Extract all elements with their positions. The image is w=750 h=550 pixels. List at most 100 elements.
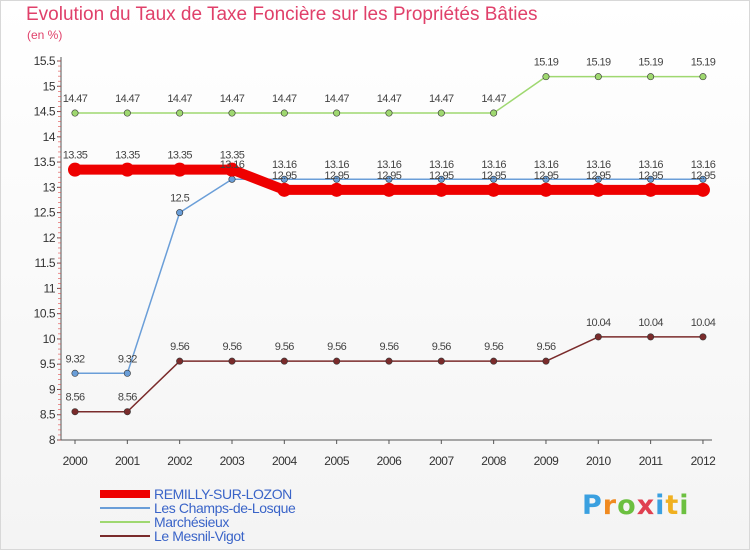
data-label: 14.47 <box>481 93 506 105</box>
data-label: 9.56 <box>275 341 294 353</box>
y-tick-label: 11.5 <box>35 256 56 270</box>
x-tick-label: 2005 <box>324 454 350 468</box>
data-point <box>490 357 498 365</box>
x-tick-label: 2000 <box>63 454 89 468</box>
y-tick-label: 9.5 <box>40 357 56 371</box>
data-label: 14.47 <box>167 93 192 105</box>
legend-entry: Le Mesnil-Vigot <box>154 528 245 544</box>
x-tick-label: 2009 <box>534 454 560 468</box>
data-point <box>594 73 602 81</box>
data-point <box>594 333 602 341</box>
data-label: 12.95 <box>586 170 611 182</box>
legend-entry: Marchésieux <box>154 514 229 530</box>
y-tick-label: 10.5 <box>34 307 56 321</box>
data-point <box>490 175 498 183</box>
y-tick-label: 14.5 <box>34 105 56 119</box>
data-point <box>381 182 396 197</box>
y-axis-unit-label: (en %) <box>27 28 63 42</box>
data-label: 12.95 <box>481 170 506 182</box>
data-point <box>542 357 550 365</box>
x-tick-label: 2008 <box>481 454 507 468</box>
data-point <box>699 175 707 183</box>
data-point <box>280 175 288 183</box>
data-point <box>699 333 707 341</box>
chart-title: Evolution du Taux de Taxe Foncière sur l… <box>26 4 538 25</box>
y-tick-label: 15 <box>43 79 56 93</box>
data-label: 15.19 <box>586 57 611 69</box>
data-label: 9.32 <box>65 353 84 365</box>
data-label: 8.56 <box>118 392 137 404</box>
logo-letter: r <box>602 490 618 521</box>
data-point <box>176 109 184 117</box>
data-point <box>434 182 449 197</box>
data-point <box>647 73 655 81</box>
y-tick-label: 11 <box>44 281 56 295</box>
data-point <box>490 109 498 117</box>
data-point <box>228 109 236 117</box>
logo-letter: t <box>665 490 680 521</box>
data-label: 13.16 <box>534 159 559 171</box>
y-tick-label: 14 <box>43 130 56 144</box>
data-label: 12.5 <box>170 193 189 205</box>
data-label: 12.95 <box>272 170 297 182</box>
data-point <box>176 357 184 365</box>
data-point <box>176 209 184 217</box>
y-tick-label: 8 <box>49 433 56 447</box>
data-point <box>277 182 292 197</box>
x-tick-label: 2002 <box>167 454 193 468</box>
logo-letter: o <box>617 490 637 521</box>
data-point <box>591 182 606 197</box>
data-label: 13.16 <box>220 159 245 171</box>
data-label: 14.47 <box>63 93 88 105</box>
data-label: 12.95 <box>429 170 454 182</box>
data-label: 9.56 <box>432 341 451 353</box>
x-tick-label: 2010 <box>586 454 612 468</box>
data-label: 14.47 <box>429 93 454 105</box>
data-point <box>123 369 131 377</box>
x-tick-label: 2003 <box>220 454 246 468</box>
data-label: 9.56 <box>379 341 398 353</box>
data-point <box>120 162 135 177</box>
data-point <box>68 162 82 177</box>
data-label: 13.16 <box>377 159 402 171</box>
x-tick-label: 2006 <box>377 454 403 468</box>
data-label: 13.35 <box>220 150 245 162</box>
data-point <box>123 109 131 117</box>
y-tick-label: 8.5 <box>40 408 56 422</box>
data-label: 9.56 <box>170 341 189 353</box>
data-point <box>385 109 393 117</box>
data-label: 12.95 <box>638 170 663 182</box>
data-label: 15.19 <box>691 57 716 69</box>
data-point <box>699 73 707 81</box>
data-point <box>71 109 79 117</box>
x-tick-label: 2004 <box>272 454 298 468</box>
data-point <box>647 333 655 341</box>
x-tick-label: 2001 <box>115 454 141 468</box>
logo-letter: x <box>636 490 656 521</box>
logo-letter: P <box>582 490 603 521</box>
y-tick-label: 12 <box>43 231 56 245</box>
data-label: 13.16 <box>638 159 663 171</box>
data-point <box>538 182 553 197</box>
data-label: 12.95 <box>324 170 349 182</box>
y-tick-label: 9 <box>49 382 56 396</box>
y-tick-label: 10 <box>43 332 56 346</box>
data-label: 14.47 <box>377 93 402 105</box>
data-point <box>71 369 79 377</box>
x-tick-label: 2012 <box>691 454 717 468</box>
data-point <box>385 175 393 183</box>
data-label: 14.47 <box>220 93 245 105</box>
data-label: 15.19 <box>638 57 663 69</box>
data-label: 9.56 <box>222 341 241 353</box>
data-label: 13.35 <box>167 150 192 162</box>
data-point <box>542 175 550 183</box>
data-point <box>542 73 550 81</box>
data-label: 9.56 <box>536 341 555 353</box>
logo-letter: i <box>655 490 666 521</box>
data-point <box>228 175 236 183</box>
data-label: 10.04 <box>638 317 663 329</box>
data-point <box>594 175 602 183</box>
data-label: 13.35 <box>115 150 140 162</box>
